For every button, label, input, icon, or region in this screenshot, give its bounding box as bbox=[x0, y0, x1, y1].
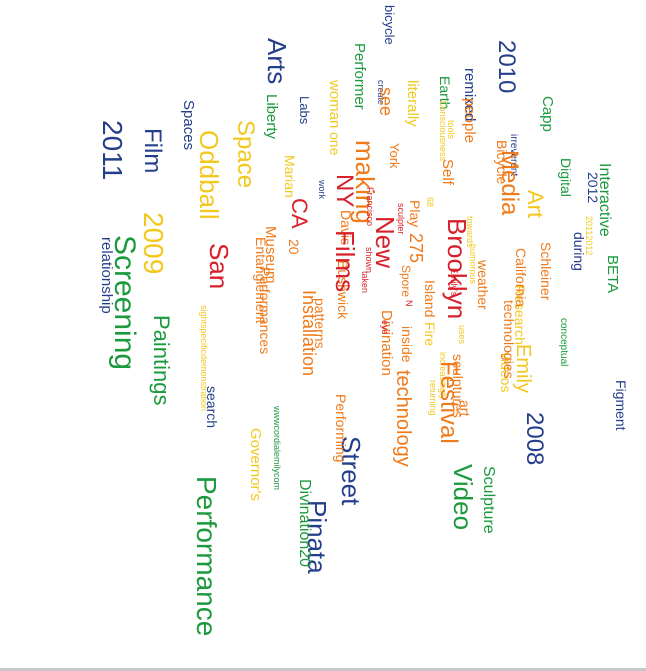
word-bicycle: bicycle bbox=[382, 5, 397, 45]
word-emily-s: Emily's bbox=[449, 268, 459, 297]
word-sculpture: Sculpture bbox=[480, 466, 497, 534]
word-ny: NY bbox=[331, 174, 358, 208]
word-labs: Labs bbox=[297, 96, 312, 125]
word-conceptual: conceptual bbox=[558, 318, 569, 367]
word-francisco: Francisco bbox=[365, 187, 375, 227]
word-literally: literally bbox=[404, 80, 421, 127]
word-video: Video bbox=[448, 464, 478, 531]
word-spore: Spore bbox=[399, 265, 413, 298]
word-work: work bbox=[317, 180, 327, 200]
word-divination20: Divination20 bbox=[296, 479, 313, 568]
word-arts: Arts bbox=[262, 38, 292, 85]
word-275: 275 bbox=[406, 233, 426, 264]
word-wwwcordialemilycom: wwwcordialemilycom bbox=[272, 406, 282, 491]
word-oddball: Oddball bbox=[194, 130, 224, 220]
word-technologies: technologies bbox=[501, 300, 517, 379]
word-space: Space bbox=[232, 120, 259, 189]
word-new: New bbox=[370, 216, 400, 269]
word-digital: Digital bbox=[558, 158, 574, 197]
word-governor-s: Governor's bbox=[247, 428, 264, 501]
word-2009: 2009 bbox=[138, 212, 169, 275]
word-inside: inside bbox=[399, 326, 415, 363]
word-schleiner: Schleiner bbox=[538, 242, 554, 301]
word-20112012: 20112012 bbox=[584, 216, 594, 256]
word-installation: Installation bbox=[299, 290, 319, 377]
word-entanglement: Entanglement bbox=[253, 237, 269, 324]
word-fire: Fire bbox=[422, 322, 438, 347]
word-performer: Performer bbox=[351, 43, 368, 110]
word-technology: technology bbox=[392, 370, 414, 467]
word-art: Art bbox=[523, 190, 548, 219]
word-20: 20 bbox=[286, 239, 302, 255]
word-one: one bbox=[327, 132, 343, 156]
word-n: N bbox=[404, 300, 414, 307]
word-play: Play bbox=[407, 200, 423, 228]
word-weather: weather bbox=[475, 260, 491, 310]
word-consciousness: Consciousness bbox=[438, 100, 448, 162]
word-capp: Capp bbox=[539, 96, 556, 132]
word-eye: eye bbox=[380, 320, 390, 335]
word-media: Media bbox=[496, 150, 523, 216]
word-beta: BETA bbox=[604, 255, 621, 294]
word-people: people bbox=[461, 98, 478, 144]
word-68: 68 bbox=[425, 197, 435, 208]
word-self: Self bbox=[439, 159, 456, 185]
word-2011: 2011 bbox=[97, 120, 128, 181]
word-2008: 2008 bbox=[521, 412, 548, 466]
word-screening: Screening bbox=[108, 235, 141, 371]
word-uses: uses bbox=[457, 325, 467, 345]
word-festival: Festival bbox=[435, 361, 462, 444]
word-interactive: Interactive bbox=[596, 163, 613, 237]
word-san: San bbox=[204, 243, 234, 290]
word-liberty: Liberty bbox=[263, 94, 280, 140]
word-sculpter: sculpter bbox=[396, 203, 406, 235]
word-marian: Marian bbox=[282, 155, 298, 198]
word-shown: shown bbox=[364, 247, 374, 274]
word-california: California bbox=[513, 248, 529, 308]
word-see: see bbox=[376, 87, 396, 117]
word-york: York bbox=[387, 143, 402, 169]
word-woman: woman bbox=[326, 80, 343, 129]
bottom-rule bbox=[0, 668, 646, 671]
word-taken: taken bbox=[360, 271, 370, 294]
word-sightspecificdemonstration: sightspecificdemonstration bbox=[199, 305, 209, 412]
word-film: Film bbox=[139, 128, 166, 174]
word-2010: 2010 bbox=[493, 40, 520, 94]
word-ca: CA bbox=[287, 198, 312, 229]
word-films: Films bbox=[330, 230, 360, 293]
word-figment: Figment bbox=[613, 380, 629, 431]
word-paintings: Paintings bbox=[149, 315, 174, 406]
word-performance: Performance bbox=[191, 476, 222, 637]
word-island: Island bbox=[422, 280, 438, 318]
word-performing: Performing bbox=[333, 394, 349, 463]
